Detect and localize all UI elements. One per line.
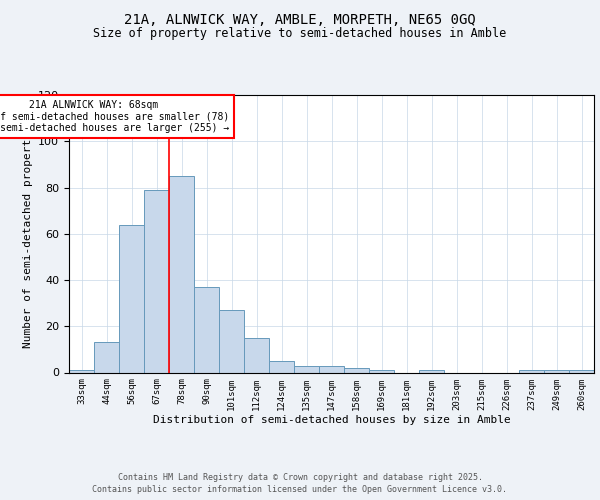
Bar (319, 366, 344, 372)
Text: 21A ALNWICK WAY: 68sqm
← 23% of semi-detached houses are smaller (78)
76% of sem: 21A ALNWICK WAY: 68sqm ← 23% of semi-det… (0, 100, 229, 133)
Bar (219, 310, 244, 372)
Bar (194, 287, 219, 372)
Bar (344, 368, 369, 372)
Bar (94, 342, 119, 372)
Text: 21A, ALNWICK WAY, AMBLE, MORPETH, NE65 0GQ: 21A, ALNWICK WAY, AMBLE, MORPETH, NE65 0… (124, 12, 476, 26)
Bar (269, 361, 294, 372)
Y-axis label: Number of semi-detached properties: Number of semi-detached properties (23, 119, 32, 348)
Bar (244, 338, 269, 372)
Bar (369, 370, 394, 372)
Bar (169, 176, 194, 372)
Text: Contains HM Land Registry data © Crown copyright and database right 2025.: Contains HM Land Registry data © Crown c… (118, 472, 482, 482)
Bar (419, 370, 444, 372)
Bar (294, 366, 319, 372)
Bar (144, 190, 169, 372)
X-axis label: Distribution of semi-detached houses by size in Amble: Distribution of semi-detached houses by … (152, 415, 511, 425)
Bar (119, 224, 144, 372)
Text: Contains public sector information licensed under the Open Government Licence v3: Contains public sector information licen… (92, 485, 508, 494)
Text: Size of property relative to semi-detached houses in Amble: Size of property relative to semi-detach… (94, 28, 506, 40)
Bar (544, 370, 569, 372)
Bar (569, 370, 594, 372)
Bar (69, 370, 94, 372)
Bar (519, 370, 544, 372)
